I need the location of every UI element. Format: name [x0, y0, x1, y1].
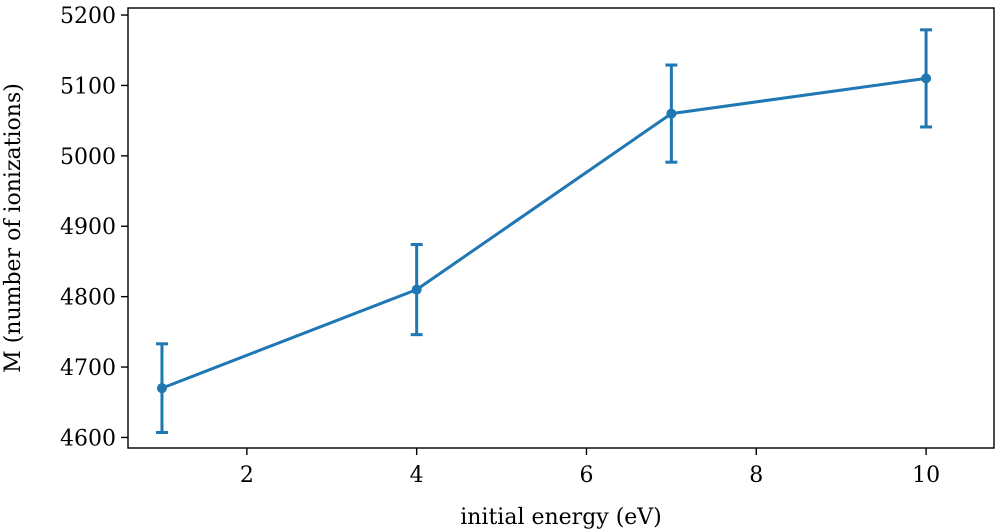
y-tick-label: 5000 — [60, 145, 116, 170]
x-tick-label: 4 — [410, 463, 424, 488]
data-point — [156, 383, 167, 394]
x-tick-label: 2 — [240, 463, 254, 488]
data-point — [666, 108, 677, 119]
y-tick-label: 4600 — [60, 426, 116, 451]
y-axis-ticks: 4600 4700 4800 4900 5000 5100 5200 — [60, 4, 128, 451]
y-tick-label: 4800 — [60, 286, 116, 311]
y-tick-label: 4700 — [60, 356, 116, 381]
y-tick-label: 5100 — [60, 74, 116, 99]
x-axis-ticks: 2 4 6 8 10 — [240, 448, 940, 488]
data-point — [411, 284, 422, 295]
x-tick-label: 8 — [749, 463, 763, 488]
y-axis-label: M (number of ionizations) — [1, 83, 26, 373]
data-point — [921, 73, 932, 84]
series-layer — [155, 28, 933, 435]
y-tick-label: 5200 — [60, 4, 116, 29]
y-tick-label: 4900 — [60, 215, 116, 240]
series-line — [161, 76, 927, 390]
x-tick-label: 6 — [579, 463, 593, 488]
x-axis-label: initial energy (eV) — [460, 505, 662, 530]
plot-area — [127, 7, 995, 449]
x-tick-label: 10 — [912, 463, 940, 488]
